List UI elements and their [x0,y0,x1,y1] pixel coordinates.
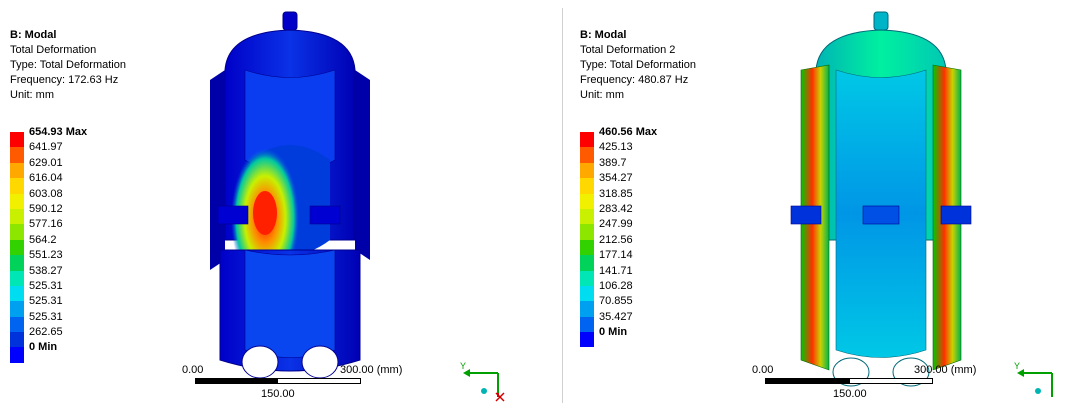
legend-label: 525.31 [29,310,63,323]
legend-swatch [580,162,594,179]
legend-label: 262.65 [29,326,63,339]
legend-label: 70.855 [599,295,633,308]
result-unit: Unit: mm [580,89,624,101]
legend-swatch [10,239,24,256]
result-type: Type: Total Deformation [10,59,126,71]
legend-label: 616.04 [29,172,63,185]
scale-bar-black-segment [765,378,849,384]
legend-swatch [580,270,594,286]
legend-swatch [10,162,24,179]
legend-label: 629.01 [29,156,63,169]
legend-label: 641.97 [29,141,63,154]
legend-label: 603.08 [29,187,63,200]
panel-divider [562,8,563,403]
legend-swatch [580,132,594,148]
legend-label: 212.56 [599,233,633,246]
legend-swatch [580,285,594,302]
scale-start-label: 0.00 [752,364,774,376]
scale-mid-label: 150.00 [833,388,867,400]
legend-label: 35.427 [599,310,633,323]
legend-swatch [580,316,594,333]
result-view-right[interactable]: B: Modal Total Deformation 2 Type: Total… [566,0,1076,407]
legend-label: 389.7 [599,156,627,169]
legend-swatch [10,208,24,225]
legend-swatch [10,316,24,333]
legend-label: 177.14 [599,249,633,262]
scale-bar-white-segment [277,378,361,384]
legend-label: 0 Min [29,341,58,354]
scale-end-label: 300.00 (mm) [914,364,977,376]
result-type: Type: Total Deformation [580,59,696,71]
legend-swatch [10,132,24,148]
result-view-left[interactable]: B: Modal Total Deformation Type: Total D… [0,0,560,407]
deformed-model-right[interactable] [781,10,981,395]
deformed-model-left[interactable] [190,10,390,395]
legend-swatch [10,255,24,271]
legend-label: 564.2 [29,233,57,246]
result-frequency: Frequency: 480.87 Hz [580,74,689,86]
legend-swatch [580,193,594,209]
legend-swatch [10,270,24,286]
legend-swatch [10,147,24,163]
legend-swatch [10,301,24,317]
scale-start-label: 0.00 [182,364,204,376]
legend-label: 318.85 [599,187,633,200]
legend-swatch [580,239,594,256]
legend-swatch [580,208,594,225]
legend-swatch [10,347,24,363]
triad-y-label: Y [460,361,466,371]
scale-end-label: 300.00 (mm) [340,364,403,376]
result-header: B: Modal Total Deformation 2 Type: Total… [580,28,696,103]
legend-label: 425.13 [599,141,633,154]
result-name: Total Deformation 2 [580,44,676,56]
legend-swatch [10,193,24,209]
legend-label: 525.31 [29,279,63,292]
axis-triad-icon[interactable]: Y [458,355,518,405]
legend-swatch [10,178,24,194]
result-name: Total Deformation [10,44,97,56]
legend-swatch [580,255,594,271]
legend-label: 525.31 [29,295,63,308]
legend-label: 354.27 [599,172,633,185]
legend-swatch [10,285,24,302]
legend-swatch [580,332,594,348]
scale-bar-black-segment [195,378,277,384]
legend-label: 0 Min [599,326,628,339]
axis-triad-icon[interactable]: Y [1012,355,1072,405]
legend-swatch [10,224,24,240]
legend-label: 590.12 [29,202,63,215]
legend-swatch [10,332,24,348]
legend-swatch [580,224,594,240]
legend-swatch [580,301,594,317]
triad-y-label: Y [1014,361,1020,371]
legend-label: 106.28 [599,279,633,292]
legend-label: 551.23 [29,249,63,262]
scale-bar-white-segment [849,378,933,384]
legend-swatch [580,178,594,194]
result-header: B: Modal Total Deformation Type: Total D… [10,28,126,103]
result-unit: Unit: mm [10,89,54,101]
legend-label: 283.42 [599,202,633,215]
legend-label: 141.71 [599,264,633,277]
legend-label: 460.56 Max [599,126,658,138]
legend-label: 654.93 Max [29,126,88,138]
legend-label: 247.99 [599,218,633,231]
analysis-title: B: Modal [10,29,57,41]
legend-swatch [580,147,594,163]
scale-mid-label: 150.00 [261,388,295,400]
legend-label: 538.27 [29,264,63,277]
analysis-title: B: Modal [580,29,627,41]
result-frequency: Frequency: 172.63 Hz [10,74,119,86]
legend-label: 577.16 [29,218,63,231]
